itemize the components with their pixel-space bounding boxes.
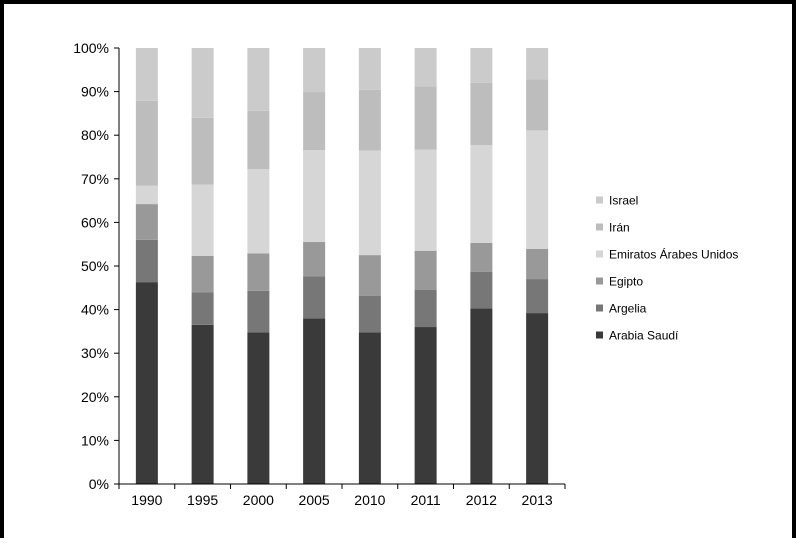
bars (135, 48, 549, 484)
bar-segment-emiratos-rabes-unidos-2010 (358, 150, 381, 256)
bar-segment-ir-n-1990 (135, 100, 158, 186)
legend-label: Irán (609, 221, 630, 235)
bar-segment-argelia-2010 (358, 295, 381, 333)
bar-segment-argelia-2013 (526, 279, 549, 314)
bar-segment-emiratos-rabes-unidos-1995 (191, 184, 214, 256)
bar-segment-arabia-saud--2000 (247, 332, 270, 484)
bar-segment-egipto-2000 (247, 253, 270, 291)
bar-segment-argelia-2012 (470, 271, 493, 309)
bar-segment-arabia-saud--2013 (526, 313, 549, 484)
bar-segment-arabia-saud--2005 (303, 318, 326, 484)
bar-segment-ir-n-2010 (358, 89, 381, 151)
bar-segment-arabia-saud--2012 (470, 308, 493, 484)
stacked-bar-chart: 0%10%20%30%40%50%60%70%80%90%100% 1990 19… (73, 40, 738, 508)
bar-segment-ir-n-2012 (470, 82, 493, 146)
bar-segment-ir-n-2005 (303, 92, 326, 151)
bar-segment-argelia-2011 (414, 289, 437, 328)
y-tick-label: 60% (81, 214, 109, 230)
x-tick-label: 2013 (522, 492, 553, 508)
legend-swatch (596, 331, 603, 339)
y-axis: 0% 10% 20% 30% 40% 50% 60% 70% 80% 90% 100% (73, 40, 120, 492)
y-tick-label: 90% (81, 84, 109, 100)
x-tick-label: 2010 (354, 492, 385, 508)
legend-swatch (596, 277, 603, 285)
legend: Israel Irán Emiratos Árabes Unidos Egipto Ar… (596, 194, 738, 343)
bar-segment-israel-1990 (135, 48, 158, 101)
y-tick-label: 100% (73, 40, 109, 56)
legend-swatch (596, 223, 603, 231)
legend-swatch (596, 196, 603, 204)
bar-segment-argelia-2000 (247, 290, 270, 333)
bar-segment-egipto-2010 (358, 255, 381, 296)
bar-segment-arabia-saud--1995 (191, 324, 214, 484)
bar-segment-emiratos-rabes-unidos-2000 (247, 169, 270, 254)
bar-segment-egipto-2005 (303, 242, 326, 277)
bar-segment-emiratos-rabes-unidos-2013 (526, 130, 549, 249)
y-tick-label: 50% (81, 258, 109, 274)
bar-segment-ir-n-1995 (191, 117, 214, 185)
bar-segment-argelia-1995 (191, 292, 214, 325)
bar-segment-emiratos-rabes-unidos-2012 (470, 145, 493, 243)
bar-segment-ir-n-2011 (414, 86, 437, 150)
legend-swatch (596, 250, 603, 258)
bar-segment-israel-2010 (358, 48, 381, 90)
y-tick-label: 10% (81, 432, 109, 448)
bar-segment-israel-2005 (303, 48, 326, 93)
bar-segment-emiratos-rabes-unidos-2011 (414, 149, 437, 251)
bar-segment-emiratos-rabes-unidos-2005 (303, 150, 326, 243)
x-axis: 1990 1995 2000 2005 2010 2011 2012 2013 (118, 483, 566, 508)
bar-segment-israel-2011 (414, 48, 437, 87)
y-tick-label: 70% (81, 171, 109, 187)
bar-segment-argelia-2005 (303, 276, 326, 319)
bar-segment-egipto-1990 (135, 204, 158, 240)
y-tick-label: 0% (89, 476, 109, 492)
legend-label: Argelia (609, 302, 647, 316)
legend-label: Egipto (609, 275, 643, 289)
legend-label: Arabia Saudí (609, 329, 679, 343)
bar-segment-arabia-saud--2011 (414, 327, 437, 484)
bar-segment-israel-1995 (191, 48, 214, 118)
x-tick-label: 1995 (187, 492, 218, 508)
x-tick-label: 2011 (411, 492, 441, 508)
bar-segment-arabia-saud--1990 (135, 282, 158, 484)
bar-segment-egipto-2012 (470, 242, 493, 272)
bar-segment-egipto-1995 (191, 255, 214, 293)
y-tick-label: 30% (81, 345, 109, 361)
legend-label: Emiratos Árabes Unidos (609, 247, 738, 262)
bar-segment-ir-n-2000 (247, 110, 270, 170)
bar-segment-argelia-1990 (135, 239, 158, 283)
bar-segment-israel-2013 (526, 48, 549, 80)
y-tick-label: 80% (81, 127, 109, 143)
x-tick-label: 2000 (243, 492, 274, 508)
y-tick-label: 40% (81, 302, 109, 318)
bar-segment-israel-2012 (470, 48, 493, 83)
x-tick-label: 2005 (299, 492, 330, 508)
x-tick-label: 2012 (466, 492, 497, 508)
bar-segment-ir-n-2013 (526, 79, 549, 131)
legend-label: Israel (609, 194, 638, 208)
y-tick-label: 20% (81, 389, 109, 405)
bar-segment-egipto-2013 (526, 248, 549, 280)
legend-swatch (596, 304, 603, 312)
x-tick-label: 1990 (131, 492, 162, 508)
bar-segment-emiratos-rabes-unidos-1990 (135, 185, 158, 205)
bar-segment-arabia-saud--2010 (358, 332, 381, 484)
bar-segment-egipto-2011 (414, 250, 437, 290)
bar-segment-israel-2000 (247, 48, 270, 111)
